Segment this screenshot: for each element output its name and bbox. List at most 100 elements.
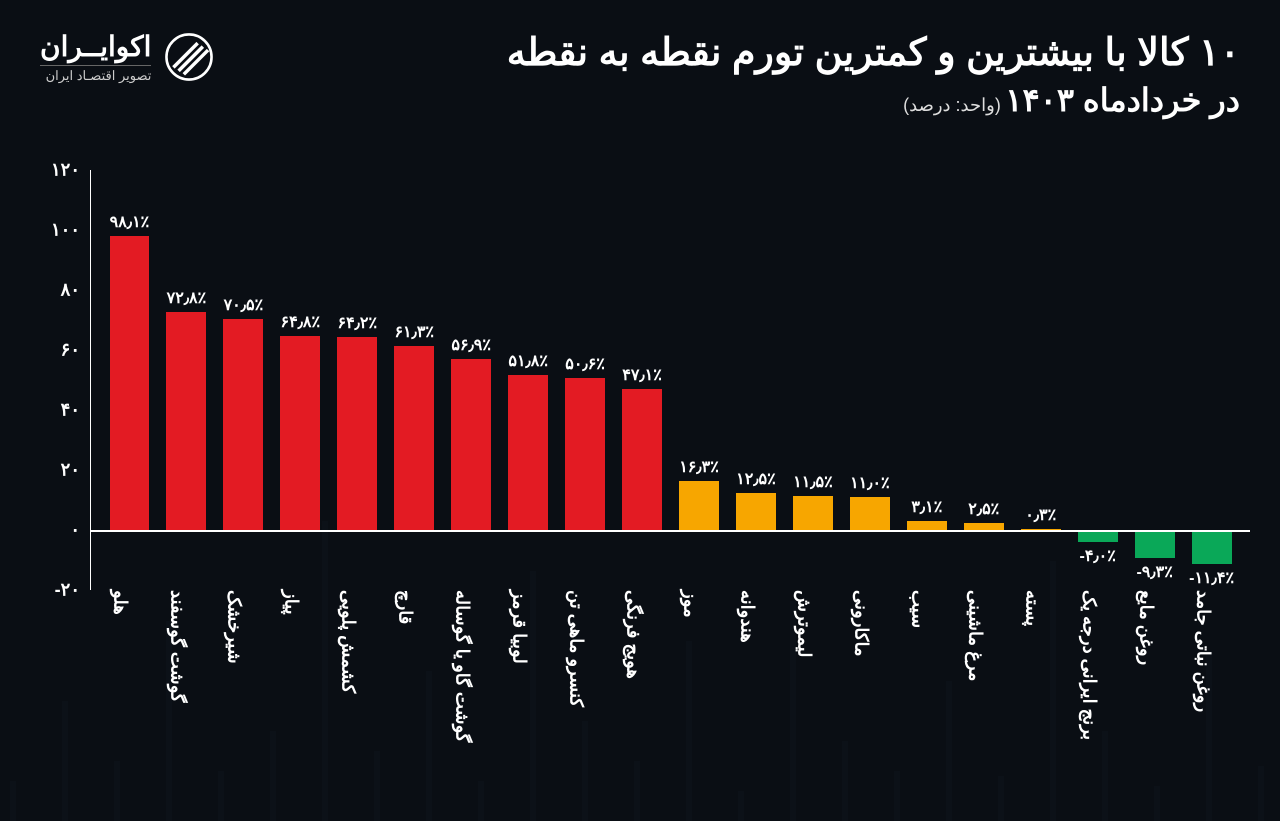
- bar: [679, 481, 719, 530]
- title-line1: ۱۰ کالا با بیشترین و کمترین تورم نقطه به…: [507, 30, 1240, 75]
- bar-column: ۷۲٫۸٪گوشت گوسفند: [158, 170, 215, 590]
- bar-column: ۱۶٫۳٪موز: [671, 170, 728, 590]
- x-axis-label: هویج فرنگی: [623, 590, 662, 679]
- x-axis-label: پیاز: [281, 590, 320, 615]
- bar-column: -۹٫۳٪روغن مایع: [1126, 170, 1183, 590]
- bar: [280, 336, 320, 530]
- bar-column: ۷۰٫۵٪شیرخشک: [215, 170, 272, 590]
- y-tick: ۰: [35, 520, 80, 541]
- bar-column: ۵۶٫۹٪گوشت گاو یا گوساله: [443, 170, 500, 590]
- y-tick: ۱۲۰: [35, 160, 80, 181]
- y-tick: ۴۰: [35, 400, 80, 421]
- bar: [1192, 530, 1232, 564]
- title-line2-prefix: در خردادماه ۱۴۰۳: [1005, 82, 1240, 118]
- x-axis-label: گوشت گوسفند: [167, 590, 206, 703]
- bar-column: ۰٫۳٪پسته: [1012, 170, 1069, 590]
- bar-value-label: ۴۷٫۱٪: [622, 365, 662, 385]
- x-axis-label: کشمش پلویی: [338, 590, 377, 693]
- bar-value-label: ۱۲٫۵٪: [736, 469, 776, 489]
- bar-value-label: -۴٫۰٪: [1080, 546, 1116, 566]
- bar-column: ۱۱٫۰٪ماکارونی: [841, 170, 898, 590]
- plot-area: ۹۸٫۱٪هلو۷۲٫۸٪گوشت گوسفند۷۰٫۵٪شیرخشک۶۴٫۸٪…: [90, 170, 1250, 590]
- bar: [850, 497, 890, 530]
- bar-value-label: ۵۱٫۸٪: [508, 351, 548, 371]
- y-tick: ۶۰: [35, 340, 80, 361]
- y-tick: -۲۰: [35, 580, 80, 601]
- x-axis-label: موز: [680, 590, 719, 618]
- bar-value-label: ۶۱٫۳٪: [394, 322, 434, 342]
- bar-value-label: ۹۸٫۱٪: [110, 212, 150, 232]
- bar: [508, 375, 548, 530]
- bar: [394, 346, 434, 530]
- bar-value-label: ۷۲٫۸٪: [167, 288, 207, 308]
- brand-tagline: تصویر اقتصـاد ایران: [40, 65, 151, 84]
- bar-value-label: -۱۱٫۴٪: [1189, 568, 1234, 588]
- bar-column: ۴۷٫۱٪هویج فرنگی: [614, 170, 671, 590]
- bar-value-label: ۷۰٫۵٪: [224, 295, 264, 315]
- bars-container: ۹۸٫۱٪هلو۷۲٫۸٪گوشت گوسفند۷۰٫۵٪شیرخشک۶۴٫۸٪…: [91, 170, 1250, 590]
- x-axis-label: روغن مایع: [1135, 590, 1174, 665]
- x-axis-line: [91, 530, 1250, 532]
- x-axis-label: شیرخشک: [224, 590, 263, 664]
- bar: [793, 496, 833, 531]
- bar-column: ۵۱٫۸٪لوبیا قرمز: [500, 170, 557, 590]
- x-axis-label: سیب: [907, 590, 946, 628]
- x-axis-label: قارچ: [395, 590, 434, 624]
- bar: [907, 521, 947, 530]
- y-tick: ۸۰: [35, 280, 80, 301]
- x-axis-label: لیموترش: [793, 590, 832, 658]
- x-axis-label: پسته: [1021, 590, 1060, 626]
- bar-value-label: ۵۶٫۹٪: [451, 335, 491, 355]
- bar-value-label: ۶۴٫۲٪: [337, 313, 377, 333]
- title-line2: در خردادماه ۱۴۰۳ (واحد: درصد): [507, 81, 1240, 119]
- bar-column: ۵۰٫۶٪کنسرو ماهی تن: [557, 170, 614, 590]
- bar-column: ۳٫۱٪سیب: [898, 170, 955, 590]
- x-axis-label: هلو: [110, 590, 149, 615]
- x-axis-label: روغن نباتی جامد: [1192, 590, 1231, 712]
- x-axis-label: کنسرو ماهی تن: [566, 590, 605, 707]
- bar: [110, 236, 150, 530]
- bar-value-label: ۱۶٫۳٪: [679, 457, 719, 477]
- x-axis-label: گوشت گاو یا گوساله: [452, 590, 491, 742]
- x-axis-label: هندوانه: [736, 590, 775, 643]
- x-axis-label: لوبیا قرمز: [509, 590, 548, 664]
- bar-value-label: -۹٫۳٪: [1136, 562, 1172, 582]
- x-axis-label: مرغ ماشینی: [964, 590, 1003, 681]
- y-tick: ۲۰: [35, 460, 80, 481]
- bar: [964, 523, 1004, 531]
- x-axis-label: ماکارونی: [850, 590, 889, 657]
- bar-column: ۲٫۵٪مرغ ماشینی: [955, 170, 1012, 590]
- brand-logo-icon: [163, 31, 215, 83]
- bar-value-label: ۰٫۳٪: [1025, 505, 1056, 525]
- bar: [565, 378, 605, 530]
- bar: [223, 319, 263, 531]
- bar-value-label: ۱۱٫۵٪: [793, 472, 833, 492]
- bar-value-label: ۱۱٫۰٪: [850, 473, 890, 493]
- bar: [337, 337, 377, 530]
- x-axis-label: برنج ایرانی درجه یک: [1078, 590, 1117, 740]
- bar-value-label: ۳٫۱٪: [911, 497, 942, 517]
- bar-column: ۹۸٫۱٪هلو: [101, 170, 158, 590]
- bar-value-label: ۵۰٫۶٪: [565, 354, 605, 374]
- header: ۱۰ کالا با بیشترین و کمترین تورم نقطه به…: [0, 0, 1280, 129]
- title-block: ۱۰ کالا با بیشترین و کمترین تورم نقطه به…: [507, 30, 1240, 119]
- bar-column: -۴٫۰٪برنج ایرانی درجه یک: [1069, 170, 1126, 590]
- bar-column: ۱۲٫۵٪هندوانه: [727, 170, 784, 590]
- bar-column: ۶۱٫۳٪قارچ: [386, 170, 443, 590]
- title-unit: (واحد: درصد): [903, 95, 1001, 115]
- bar: [736, 493, 776, 531]
- bar: [166, 312, 206, 530]
- bar-column: ۶۴٫۸٪پیاز: [272, 170, 329, 590]
- bar-column: -۱۱٫۴٪روغن نباتی جامد: [1183, 170, 1240, 590]
- brand: اکوایــران تصویر اقتصـاد ایران: [40, 30, 215, 84]
- bar-value-label: ۶۴٫۸٪: [281, 312, 321, 332]
- bar: [451, 359, 491, 530]
- brand-text: اکوایــران تصویر اقتصـاد ایران: [40, 30, 151, 84]
- brand-name: اکوایــران: [40, 30, 151, 63]
- bar-value-label: ۲٫۵٪: [968, 499, 999, 519]
- y-tick: ۱۰۰: [35, 220, 80, 241]
- bar: [1078, 530, 1118, 542]
- bar-column: ۶۴٫۲٪کشمش پلویی: [329, 170, 386, 590]
- bar-column: ۱۱٫۵٪لیموترش: [784, 170, 841, 590]
- chart: -۲۰۰۲۰۴۰۶۰۸۰۱۰۰۱۲۰ ۹۸٫۱٪هلو۷۲٫۸٪گوشت گوس…: [30, 170, 1250, 791]
